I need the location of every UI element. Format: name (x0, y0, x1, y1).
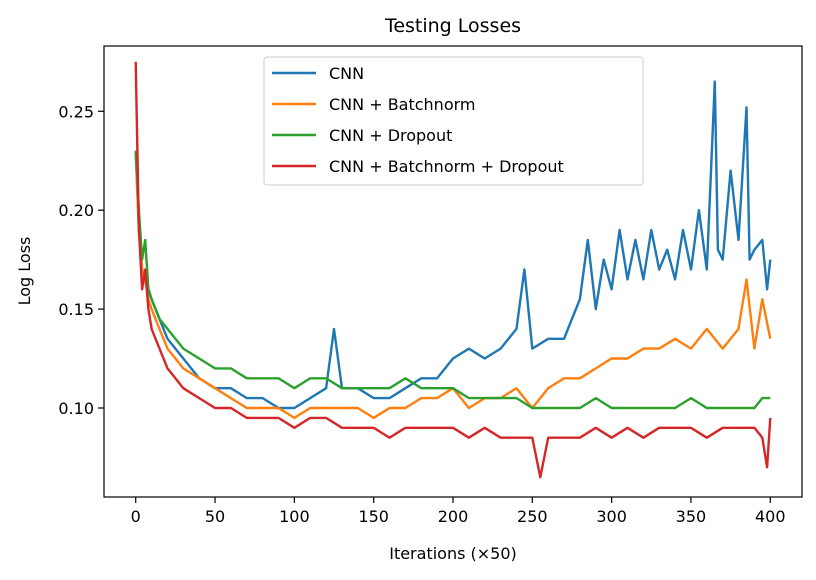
legend-label: CNN + Dropout (329, 126, 452, 145)
series-line-4 (134, 61, 772, 479)
x-tick-label: 250 (517, 507, 548, 526)
legend-box (263, 56, 644, 186)
series-line-3 (134, 150, 771, 410)
x-axis: 0 50 100 150 200 250 300 350 400 (131, 497, 786, 526)
series-line-2 (134, 150, 772, 420)
x-tick-label: 200 (438, 507, 469, 526)
y-tick-label: 0.20 (58, 201, 94, 220)
y-tick-label: 0.10 (58, 399, 94, 418)
y-axis: 0.10 0.15 0.20 0.25 (58, 102, 104, 418)
y-tick-label: 0.15 (58, 300, 94, 319)
legend-label: CNN + Batchnorm + Dropout (329, 157, 564, 176)
legend: CNN CNN + Batchnorm CNN + Dropout CNN + Bat… (263, 56, 644, 186)
legend-label: CNN + Batchnorm (329, 95, 476, 114)
x-tick-label: 400 (755, 507, 786, 526)
x-axis-label: Iterations (×50) (389, 544, 517, 563)
legend-label: CNN (329, 64, 364, 83)
chart-title: Testing Losses (384, 15, 521, 37)
x-tick-label: 300 (596, 507, 627, 526)
x-tick-label: 50 (205, 507, 225, 526)
x-tick-label: 100 (279, 507, 310, 526)
y-tick-label: 0.25 (58, 102, 94, 121)
x-tick-label: 0 (131, 507, 141, 526)
x-tick-label: 150 (358, 507, 389, 526)
y-axis-label: Log Loss (15, 237, 34, 306)
x-tick-label: 350 (676, 507, 707, 526)
series-layer (134, 61, 772, 479)
